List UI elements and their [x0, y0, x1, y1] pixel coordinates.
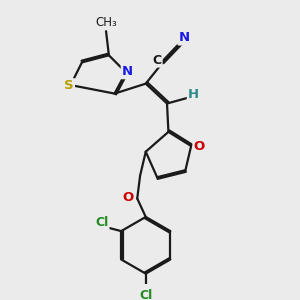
- Text: Cl: Cl: [95, 216, 109, 229]
- Text: S: S: [64, 79, 74, 92]
- Text: Cl: Cl: [139, 289, 152, 300]
- Text: O: O: [122, 190, 134, 204]
- Text: C: C: [152, 54, 162, 67]
- Text: CH₃: CH₃: [95, 16, 117, 29]
- Text: N: N: [122, 65, 133, 78]
- Text: H: H: [188, 88, 199, 101]
- Text: O: O: [194, 140, 205, 152]
- Text: N: N: [178, 32, 190, 44]
